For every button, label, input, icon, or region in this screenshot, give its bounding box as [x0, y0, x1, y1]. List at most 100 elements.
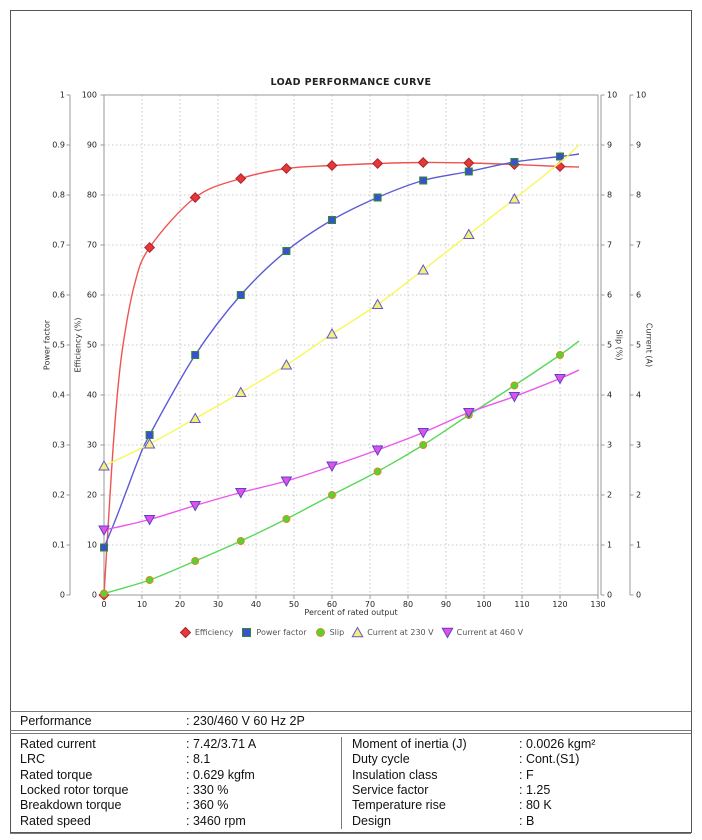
slip-tick-label: 8 [607, 191, 612, 200]
current-tick-label: 5 [636, 341, 641, 350]
current-tick-label: 2 [636, 491, 641, 500]
x-tick-label: 0 [101, 600, 106, 609]
series-current-at-460-v [98, 369, 580, 537]
current-tick-label: 6 [636, 291, 641, 300]
chart-title: LOAD PERFORMANCE CURVE [270, 77, 432, 88]
legend-label: Current at 460 V [456, 628, 524, 637]
row-label: Duty cycle [352, 752, 410, 767]
efficiency-tick-label: 50 [87, 341, 97, 350]
performance-row: Performance : 230/460 V 60 Hz 2P [10, 711, 691, 731]
power_factor-tick-label: 0.5 [52, 341, 65, 350]
current-tick-label: 8 [636, 191, 641, 200]
current-460-marker-icon [441, 626, 454, 639]
row-value: : 0.629 kgfm [186, 767, 255, 782]
slip-axis-title: Slip (%) [614, 329, 624, 361]
legend-item-power-factor: Power factor [240, 626, 307, 639]
row-label: LRC [20, 752, 46, 767]
power_factor-tick-label: 0 [60, 591, 65, 600]
x-tick-label: 80 [403, 600, 413, 609]
slip-tick-label: 1 [607, 541, 612, 550]
load-performance-chart: 00.10.20.30.40.50.60.70.80.9101020304050… [52, 91, 646, 609]
power-factor-marker-icon [240, 626, 253, 639]
row-label: Service factor [352, 783, 429, 798]
row-label: Locked rotor torque [20, 783, 129, 798]
x-tick-label: 100 [476, 600, 491, 609]
efficiency-axis-title: Efficiency (%) [73, 317, 83, 373]
slip-tick-label: 3 [607, 441, 612, 450]
row-value: : 330 % [186, 783, 229, 798]
efficiency-marker-icon [179, 626, 192, 639]
legend-item-current-230: Current at 230 V [351, 626, 434, 639]
chart-legend: Efficiency Power factor Slip Current at … [0, 626, 702, 639]
power_factor-tick-label: 0.4 [52, 391, 65, 400]
row-value: : 360 % [186, 798, 229, 813]
power_factor-tick-label: 0.2 [52, 491, 65, 500]
x-tick-label: 70 [365, 600, 375, 609]
series-slip [100, 340, 580, 598]
table-row: Design : B [352, 813, 691, 828]
row-label: Insulation class [352, 767, 438, 782]
series-efficiency [98, 156, 580, 601]
table-row: Insulation class : F [352, 768, 691, 783]
series-current-at-230-v [98, 144, 580, 471]
x-axis-title: Percent of rated output [304, 608, 398, 617]
row-value: : 7.42/3.71 A [186, 737, 257, 752]
efficiency-tick-label: 40 [87, 391, 97, 400]
spec-table-body: Rated current: 7.42/3.71 A LRC: 8.1 Rate… [10, 733, 691, 834]
row-label: Moment of inertia (J) [352, 737, 467, 752]
efficiency-tick-label: 70 [87, 241, 97, 250]
current-tick-label: 3 [636, 441, 641, 450]
row-label: Rated speed [20, 813, 91, 828]
row-value: : 0.0026 kgm² [519, 737, 596, 752]
efficiency-tick-label: 30 [87, 441, 97, 450]
efficiency-tick-label: 90 [87, 141, 97, 150]
row-value: : 80 K [519, 798, 552, 813]
table-row: Locked rotor torque : 330 % [20, 783, 341, 798]
slip-tick-label: 0 [607, 591, 612, 600]
slip-tick-label: 4 [607, 391, 612, 400]
plot-frame [103, 94, 599, 596]
slip-tick-label: 9 [607, 141, 612, 150]
x-tick-label: 10 [137, 600, 147, 609]
row-label: Breakdown torque [20, 798, 122, 813]
x-tick-label: 30 [213, 600, 223, 609]
table-row: Rated current: 7.42/3.71 A [20, 737, 341, 752]
table-row: Temperature rise : 80 K [352, 798, 691, 813]
row-label: Temperature rise [352, 798, 446, 813]
slip-tick-label: 2 [607, 491, 612, 500]
legend-label: Slip [329, 628, 345, 637]
efficiency-tick-label: 10 [87, 541, 97, 550]
power_factor-tick-label: 0.1 [52, 541, 65, 550]
performance-value: : 230/460 V 60 Hz 2P [186, 713, 305, 728]
row-value: : B [519, 813, 535, 828]
power_factor-tick-label: 0.6 [52, 291, 65, 300]
row-value: : 1.25 [519, 783, 551, 798]
series-power-factor [100, 152, 580, 552]
power_factor-tick-label: 1 [60, 91, 65, 100]
table-row: Rated torque: 0.629 kgfm [20, 768, 341, 783]
efficiency-tick-label: 80 [87, 191, 97, 200]
efficiency-tick-label: 20 [87, 491, 97, 500]
table-row: Breakdown torque : 360 % [20, 798, 341, 813]
table-row: Service factor : 1.25 [352, 783, 691, 798]
slip-marker-icon [314, 626, 327, 639]
x-tick-label: 60 [327, 600, 337, 609]
row-value: : 3460 rpm [186, 813, 246, 828]
legend-item-slip: Slip [314, 626, 345, 639]
current-230-marker-icon [351, 626, 364, 639]
x-tick-label: 130 [590, 600, 605, 609]
power_factor-tick-label: 0.3 [52, 441, 65, 450]
x-tick-label: 110 [514, 600, 529, 609]
current-tick-label: 10 [636, 91, 646, 100]
slip-tick-label: 7 [607, 241, 612, 250]
row-value: : Cont.(S1) [519, 752, 580, 767]
row-value: : F [519, 767, 534, 782]
spec-table: Performance : 230/460 V 60 Hz 2P Rated c… [10, 711, 691, 834]
legend-label: Power factor [256, 628, 307, 637]
current-tick-label: 7 [636, 241, 641, 250]
row-label: Design [352, 813, 391, 828]
x-tick-label: 40 [251, 600, 261, 609]
table-row: Moment of inertia (J) : 0.0026 kgm² [352, 737, 691, 752]
spec-table-right: Moment of inertia (J) : 0.0026 kgm² Duty … [341, 737, 691, 829]
